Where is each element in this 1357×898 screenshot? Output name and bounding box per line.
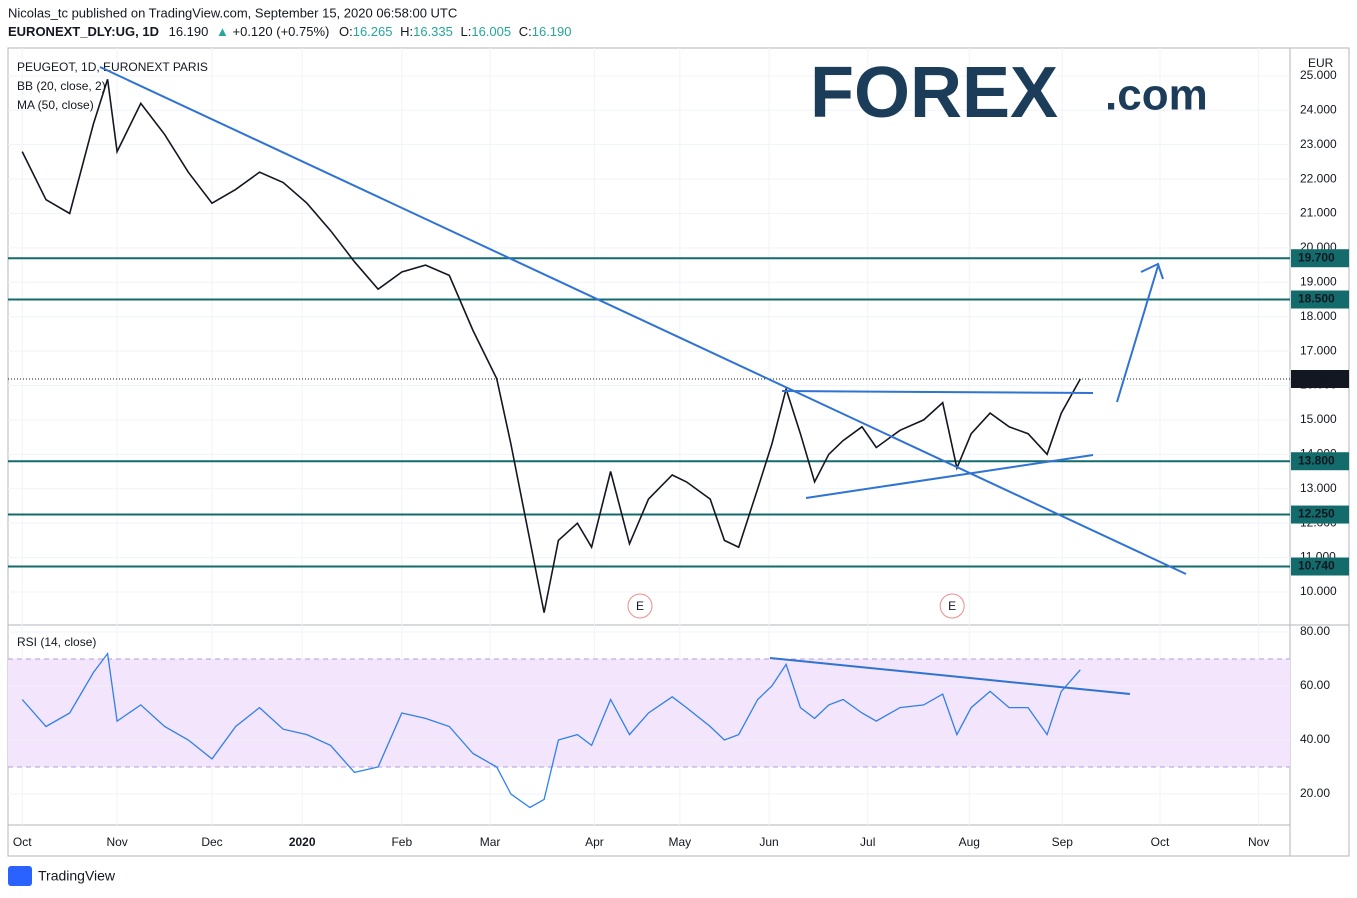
y-tick-label: 40.00 [1300,732,1330,746]
footer: TradingView [38,868,116,884]
symbol: EURONEXT_DLY:UG, 1D [8,24,159,39]
event-label: E [636,599,644,613]
high-label: H: [400,24,413,39]
level-label: 18.500 [1298,292,1335,306]
y-tick-label: 60.00 [1300,678,1330,692]
level-tag [1291,290,1349,309]
x-tick-label: 2020 [289,835,316,849]
x-tick-label: Nov [1248,835,1269,849]
x-tick-label: Mar [480,835,501,849]
event-marker [627,593,653,619]
x-tick-label: Oct [1151,835,1170,849]
arrow-head [1140,262,1164,280]
level-label: 12.250 [1298,507,1335,521]
level-tag [1291,452,1349,471]
low-label: L: [461,24,472,39]
x-tick-label: Apr [585,835,604,849]
x-tick-label: Aug [959,835,980,849]
level-label: 10.740 [1298,559,1335,573]
y-tick-label: 10.000 [1300,584,1337,598]
y-tick-label: 23.000 [1300,137,1337,151]
indicator-label: MA (50, close) [17,98,94,112]
close: 16.190 [532,24,572,39]
last-price-tag [1291,369,1349,388]
frame [7,47,1350,857]
open: 16.265 [353,24,393,39]
close-label: C: [519,24,532,39]
arrow-shaft [1116,265,1159,403]
level-tag [1291,249,1349,268]
y-tick-label: 19.000 [1300,274,1337,288]
x-tick-label: Oct [13,835,32,849]
y-tick-label: 18.000 [1300,309,1337,323]
y-tick-label: 21.000 [1300,206,1337,220]
tv-icon [8,866,32,886]
y-tick-label: 25.000 [1300,68,1337,82]
event-label: E [948,599,956,613]
pane-title: PEUGEOT, 1D, EURONEXT PARIS [17,60,208,74]
trendlines [99,66,1187,695]
low: 16.005 [471,24,511,39]
y-tick-label: 15.000 [1300,412,1337,426]
series-line [21,651,1081,809]
pane-title: RSI (14, close) [17,635,96,649]
x-tick-label: Jul [860,835,875,849]
y-tick-label: 13.000 [1300,481,1337,495]
change: +0.120 (+0.75%) [233,24,330,39]
x-tick-label: Jun [759,835,778,849]
level-label: 13.800 [1298,453,1335,467]
up-arrow: ▲ [216,24,229,39]
symbol-line: EURONEXT_DLY:UG, 1D 16.190 ▲ +0.120 (+0.… [8,24,572,39]
logo: FOREX [810,53,1058,133]
y-tick-label: 17.000 [1300,343,1337,357]
event-marker [939,593,965,619]
level-tag [1291,505,1349,524]
trendline [99,66,1187,575]
currency: EUR [1308,56,1334,70]
y-tick-label: 24.000 [1300,102,1337,116]
y-tick-label: 22.000 [1300,171,1337,185]
level-label: 19.700 [1298,250,1335,264]
y-tick-label: 80.00 [1300,624,1330,638]
trendline [781,390,1094,394]
x-tick-label: Feb [391,835,412,849]
trendline [805,454,1094,499]
level-tag [1291,557,1349,576]
last: 16.190 [169,24,209,39]
logo-suffix: .com [1105,71,1208,120]
high: 16.335 [413,24,453,39]
series-line [21,79,1081,613]
y-tick-label: 20.00 [1300,786,1330,800]
publisher: Nicolas_tc published on TradingView.com,… [8,5,457,20]
x-tick-label: May [669,835,692,849]
open-label: O: [339,24,353,39]
indicator-label: BB (20, close, 2) [17,79,106,93]
x-tick-label: Dec [201,835,222,849]
x-tick-label: Sep [1052,835,1074,849]
rsi-trendline [769,657,1131,695]
x-tick-label: Nov [106,835,127,849]
last-price-label: 16.190 [1298,371,1335,385]
